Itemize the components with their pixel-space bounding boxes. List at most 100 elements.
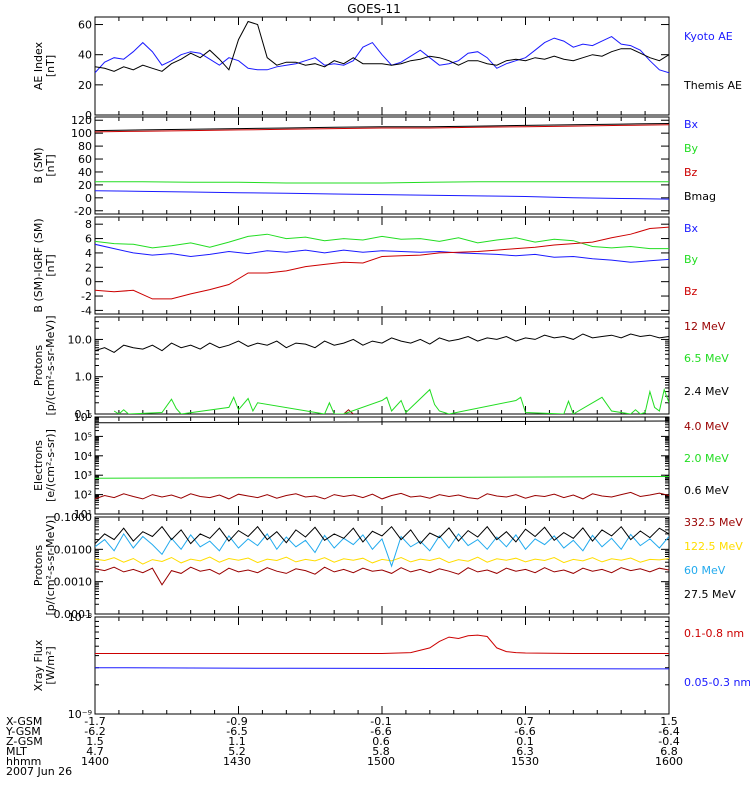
footer-row-label: Y-GSM: [5, 725, 41, 738]
y-axis-label: AE Index: [32, 41, 45, 90]
footer-value: 1.5: [86, 735, 104, 748]
footer-value: 5.2: [228, 745, 246, 758]
panel-frame: [94, 416, 670, 515]
panel-frame: [94, 316, 670, 415]
series-line-332-5-mev: [95, 566, 669, 586]
y-tick-label: 0.1000: [54, 511, 93, 524]
legend-entry: 27.5 MeV: [684, 588, 736, 601]
y-tick-label: 80: [78, 140, 92, 153]
y-tick-label: 0.0100: [54, 543, 93, 556]
series-line-by: [95, 181, 669, 184]
series-line-4-0-mev: [95, 491, 669, 500]
footer-value: -6.6: [370, 725, 391, 738]
series-line-bz: [95, 226, 669, 300]
series-line-2-0-mev: [95, 476, 669, 479]
chart-title: GOES-11: [347, 2, 401, 16]
series-line-bx: [95, 190, 669, 200]
series-line-0-6-mev: [95, 420, 669, 424]
legend-entry: By: [684, 253, 699, 266]
y-tick-label: 0.0001: [54, 608, 93, 621]
footer-value: 1430: [223, 755, 251, 768]
panel-electrons: 10¹ 10² 10³ 10⁴ 10⁵ 10⁶ Electrons [e/(cm²-s-sr)…: [32, 411, 729, 521]
y-axis-label: [nT]: [44, 254, 57, 276]
series-line-12-mev: [343, 409, 354, 414]
footer-value: -6.5: [226, 725, 247, 738]
panel-bdiff: -4-20 246 8 B (SM)-IGRF (SM) [nT] Bx By Bz: [32, 216, 699, 317]
y-axis-label: Xray Flux: [32, 639, 45, 691]
legend-entry: By: [684, 142, 699, 155]
panel-protons_mev: 0.1 1.0 10.0 Protons [p/(cm²-s-sr-MeV)] 12 Me…: [32, 316, 729, 422]
panel-frame: [94, 116, 670, 215]
panel-frame: [94, 616, 670, 715]
panel-frame: [94, 16, 670, 116]
y-tick-label: 100: [71, 127, 92, 140]
y-tick-label: 2: [85, 261, 92, 274]
series-line-bx: [95, 243, 669, 263]
position-footer: X-GSM -1.7 -0.9 -0.1 0.7 1.5 Y-GSM -6.2 -6.5 -6.6…: [5, 715, 683, 778]
y-tick-label: 4: [85, 247, 92, 260]
footer-value: 0.6: [372, 735, 390, 748]
footer-value: -6.6: [514, 725, 535, 738]
y-tick-label: 10²: [74, 489, 92, 502]
y-tick-label: 10.0: [68, 333, 93, 346]
footer-value: -1.7: [84, 715, 105, 728]
legend-entry: Themis AE: [683, 79, 742, 92]
footer-value: 6.8: [660, 745, 678, 758]
y-axis-label: [W/m²]: [44, 646, 57, 684]
footer-value: 0.7: [516, 715, 534, 728]
legend-entry: 60 MeV: [684, 564, 726, 577]
footer-value: 1.5: [660, 715, 678, 728]
y-axis-label: B (SM): [32, 147, 45, 183]
series-line-bmag: [95, 123, 669, 132]
y-tick-label: 10⁵: [74, 430, 92, 443]
y-tick-label: -20: [74, 205, 92, 218]
y-tick-label: 10³: [74, 469, 92, 482]
legend-entry: 4.0 MeV: [684, 420, 729, 433]
legend-entry: Bz: [684, 166, 698, 179]
footer-value: 1530: [511, 755, 539, 768]
series-line-2-4-mev: [95, 333, 669, 353]
y-tick-label: 6: [85, 233, 92, 246]
footer-value: 0.1: [516, 735, 534, 748]
legend-entry: 122.5 MeV: [684, 540, 743, 553]
footer-value: 5.8: [372, 745, 390, 758]
y-tick-label: 10¹: [74, 508, 92, 521]
series-line-0-1-0-8-nm: [95, 634, 669, 654]
footer-row-label: hhmm: [6, 755, 41, 768]
y-tick-label: 0: [85, 192, 92, 205]
legend-entry: Kyoto AE: [684, 30, 733, 43]
footer-value: 1600: [655, 755, 683, 768]
y-tick-label: 10⁴: [74, 450, 93, 463]
y-tick-label: -4: [81, 304, 92, 317]
y-tick-label: 120: [71, 114, 92, 127]
y-axis-label: Protons: [32, 345, 45, 386]
footer-value: -0.1: [370, 715, 391, 728]
series-line-themis-ae: [95, 20, 669, 72]
legend-entry: 2.4 MeV: [684, 385, 729, 398]
panel-ae: 0 20 40 60 AE Index [nT] Kyoto AE Themis AE: [32, 16, 742, 122]
y-tick-label: 60: [78, 19, 92, 32]
footer-value: -0.9: [226, 715, 247, 728]
legend-entry: Bz: [684, 285, 698, 298]
legend-entry: 0.1-0.8 nm: [684, 627, 744, 640]
y-tick-label: 1.0: [75, 371, 93, 384]
y-tick-label: 40: [78, 49, 92, 62]
y-tick-label: 0.1: [75, 408, 93, 421]
legend-entry: Bx: [684, 118, 699, 131]
series-line-122-5-mev: [95, 556, 669, 565]
y-tick-label: 10⁶: [74, 411, 93, 424]
y-tick-label: 20: [78, 179, 92, 192]
y-tick-label: 0: [85, 109, 92, 122]
y-tick-label: -2: [81, 290, 92, 303]
y-tick-label: 0.0010: [54, 576, 93, 589]
y-axis-label: Electrons: [32, 440, 45, 491]
series-line-by: [95, 233, 669, 250]
series-line-6-5-mev: [113, 387, 669, 414]
legend-entry: 2.0 MeV: [684, 452, 729, 465]
y-tick-label: 20: [78, 79, 92, 92]
legend-entry: Bmag: [684, 190, 716, 203]
panel-protons_kev: 0.0001 0.0010 0.0100 0.1000 Protons [p/(cm²-s…: [32, 511, 743, 621]
panel-frame: [94, 516, 670, 615]
